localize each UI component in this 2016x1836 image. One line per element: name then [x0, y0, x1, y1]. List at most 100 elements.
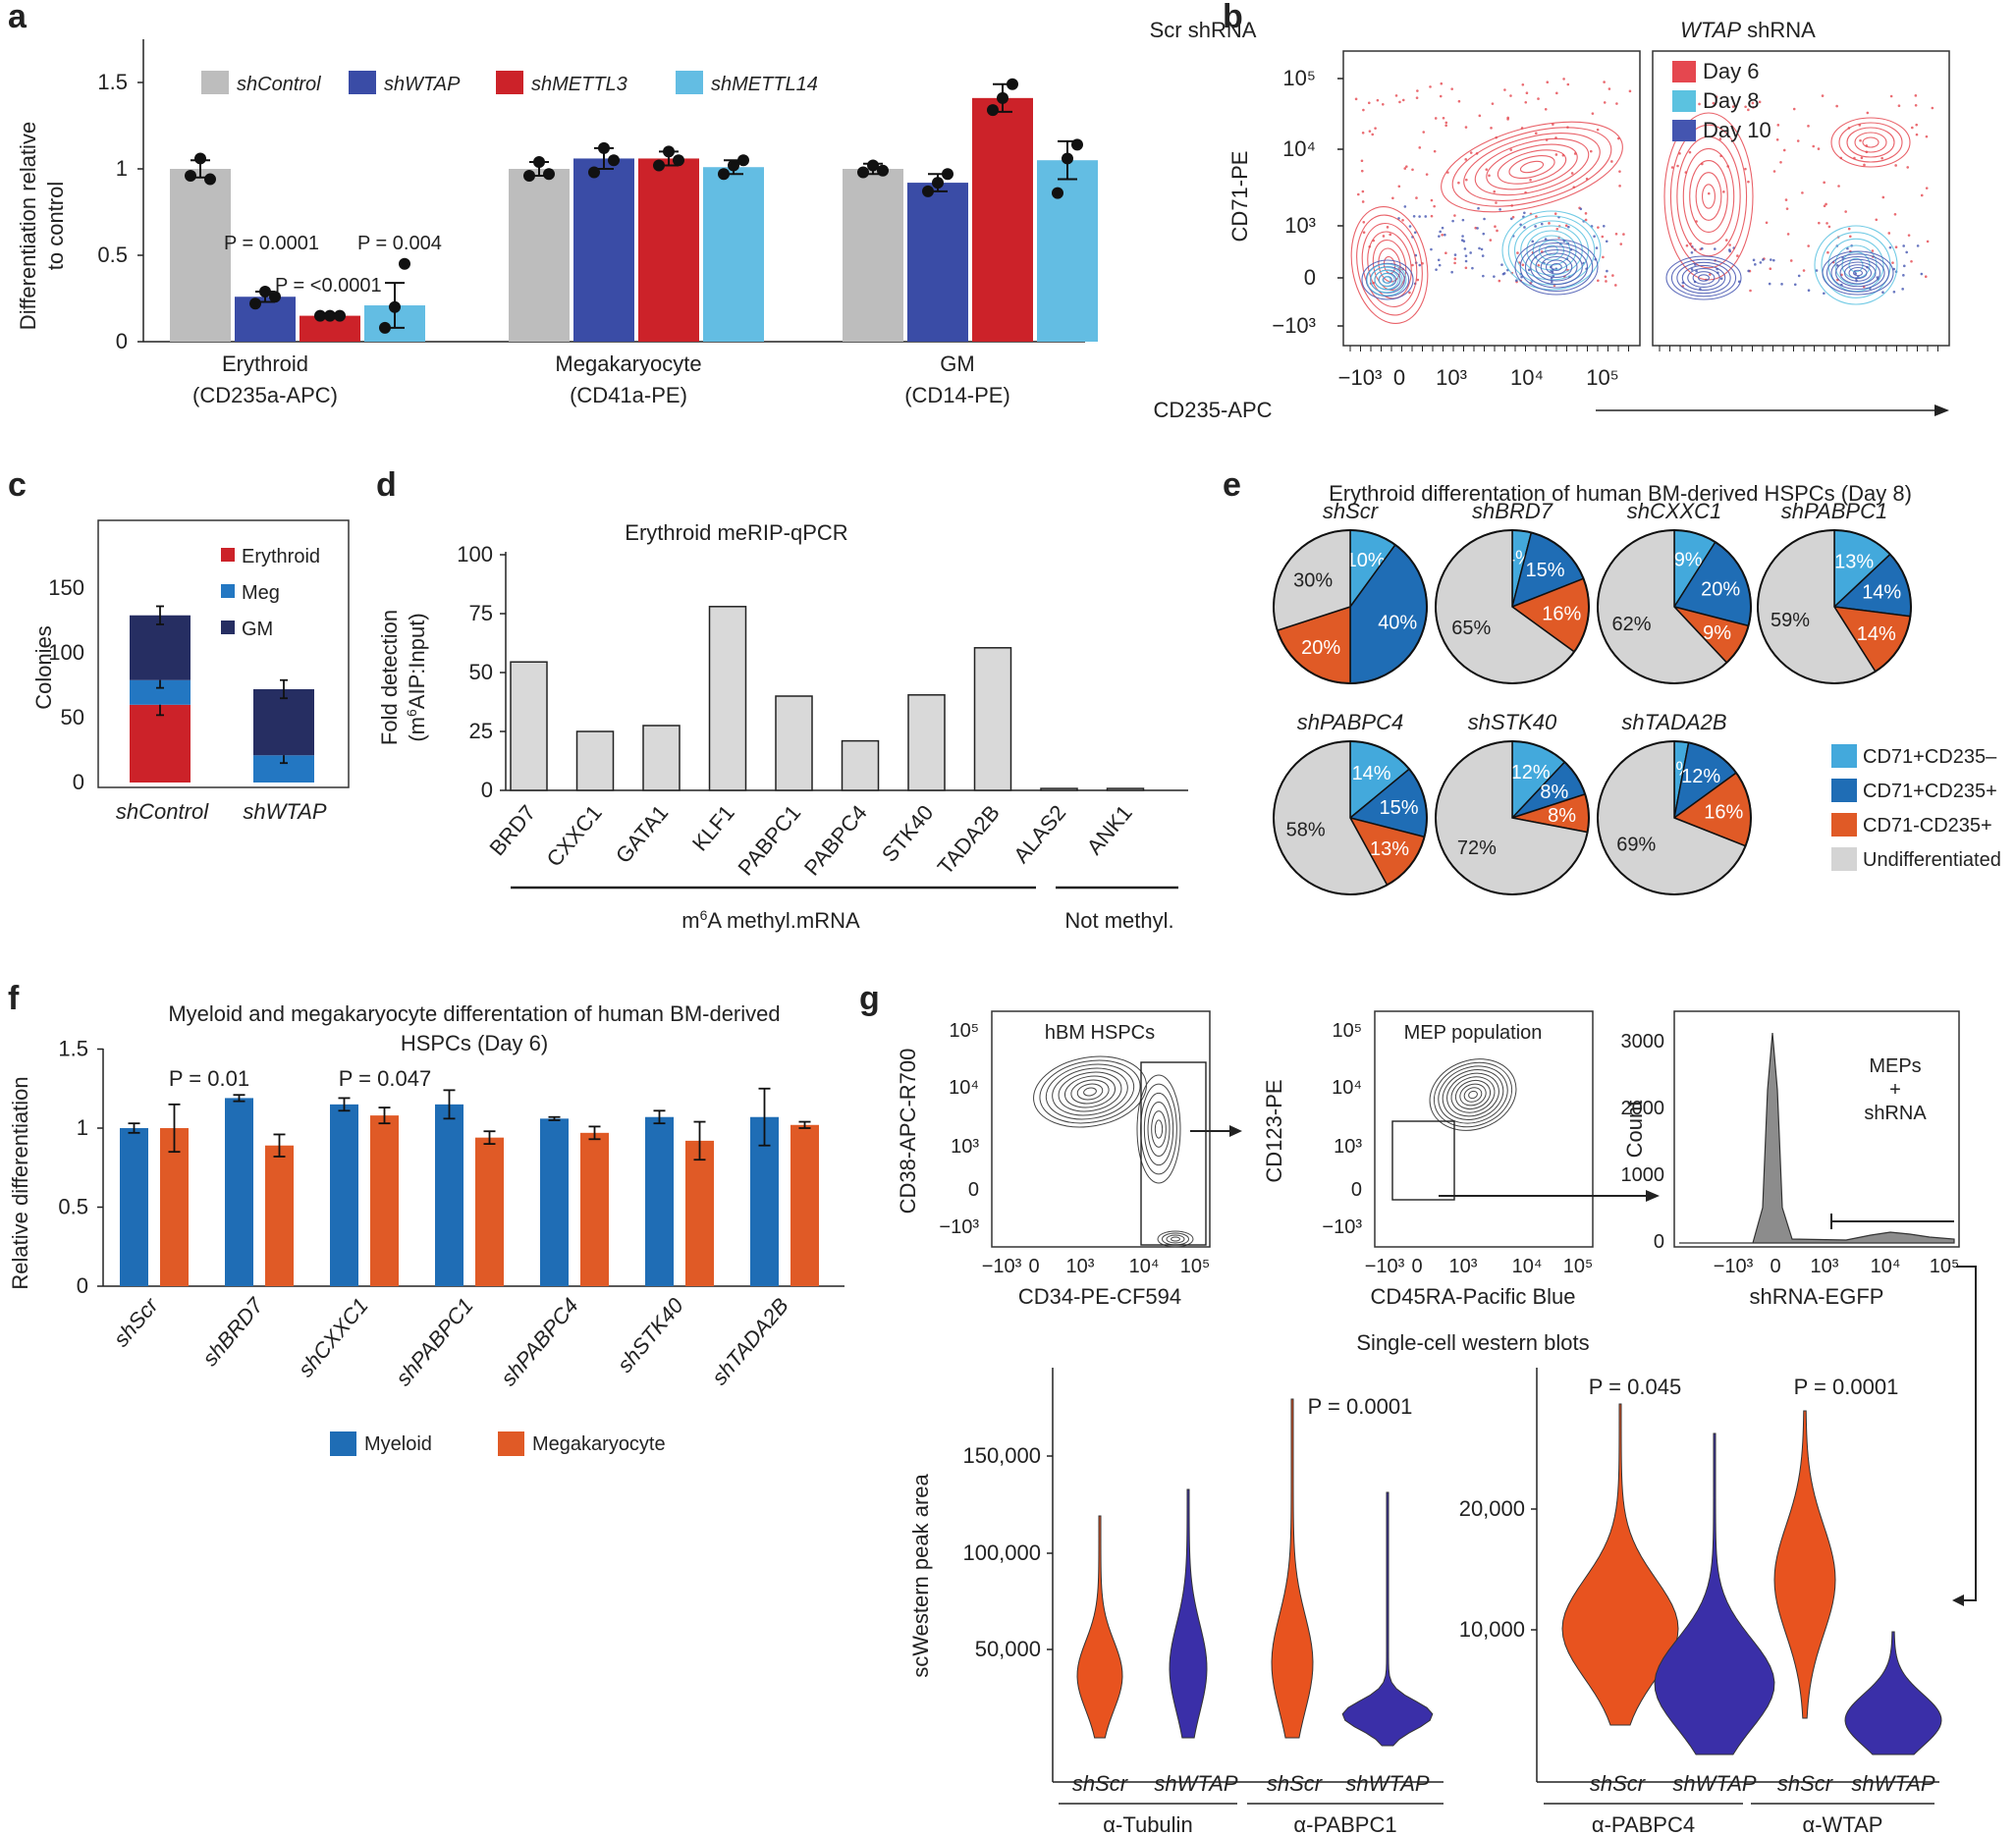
panel-b-contour: [1830, 255, 1885, 291]
panel-g-hist-xtick-label: 10⁵: [1930, 1256, 1960, 1277]
panel-b-event: [1408, 225, 1412, 228]
panel-b-event: [1546, 81, 1550, 84]
panel-f-ytick-label: 1: [77, 1115, 88, 1140]
panel-b-legend-swatch: [1672, 90, 1696, 112]
panel-a-bar: [638, 158, 699, 342]
panel-g-flow2-gate: [1391, 1120, 1455, 1201]
panel-g-sc-left-ytick-label: 50,000: [975, 1637, 1041, 1661]
panel-g-contour: [1463, 1087, 1483, 1103]
panel-b-event: [1880, 156, 1883, 160]
panel-g-violin-labels: shScr shWTAP shScr shWTAP shScr shWTAP shScr sh…: [1059, 1771, 1935, 1836]
panel-a-point: [737, 154, 749, 167]
panel-f-bar: [475, 1137, 504, 1286]
panel-e-pie-title: shSTK40: [1468, 710, 1557, 734]
panel-e-pie-label: 20%: [1701, 578, 1740, 600]
panel-c-ytick-label: 150: [48, 575, 84, 600]
panel-a-group-megakaryocyte-sub: (CD41a-PE): [570, 383, 687, 407]
panel-g-contour: [1171, 1236, 1180, 1242]
panel-b-event: [1544, 107, 1548, 111]
panel-b-event: [1398, 100, 1401, 104]
panel-b-event: [1924, 275, 1928, 279]
panel-b-event: [1548, 222, 1551, 225]
panel-g-flow2-frame: [1374, 1010, 1594, 1248]
panel-f-bar: [435, 1104, 463, 1286]
panel-b-event: [1564, 224, 1568, 228]
panel-b-event: [1453, 257, 1457, 260]
panel-b-event: [1411, 168, 1414, 172]
panel-b-event: [1450, 87, 1453, 90]
panel-f-legend-swatch: [498, 1431, 524, 1456]
panel-b-contour: [1825, 253, 1890, 293]
panel-a-ytick-label: 0: [116, 329, 128, 353]
panel-e-pie-title: shPABPC1: [1781, 499, 1887, 523]
panel-b-event: [1894, 164, 1897, 167]
panel-b-contour: [1530, 248, 1583, 286]
panel-b-event: [1897, 104, 1901, 108]
panel-b-event: [1597, 279, 1600, 283]
panel-a-point: [389, 300, 401, 313]
panel-b-event: [1823, 181, 1825, 185]
panel-c-legend-swatch: [221, 548, 235, 562]
panel-b-event: [1825, 202, 1827, 206]
panel-b-event: [1464, 158, 1468, 161]
panel-b-event: [1792, 107, 1796, 111]
panel-a-point: [922, 185, 934, 197]
panel-a-point: [185, 170, 196, 183]
panel-d-ylabel-pre: (m: [405, 717, 429, 742]
panel-f-xtick-label: shSTK40: [613, 1293, 689, 1377]
panel-g-antibody-label: α-Tubulin: [1103, 1812, 1192, 1836]
panel-b-event: [1498, 279, 1501, 283]
panel-b-event: [1768, 282, 1771, 286]
panel-b-event: [1422, 131, 1426, 134]
panel-b-event: [1450, 270, 1453, 274]
panel-e-pie-title: shPABPC4: [1297, 710, 1403, 734]
panel-b-event: [1493, 189, 1497, 193]
panel-b-contour: [1830, 117, 1911, 168]
panel-g-hist-ytick-label: 1000: [1621, 1164, 1665, 1186]
panel-b-xtick-label: −10³: [1338, 365, 1383, 390]
panel-f-xtick-label: shScr: [109, 1292, 164, 1351]
panel-d-xtick-label: BRD7: [484, 800, 540, 860]
panel-f-pvalue-brd7: P = 0.01: [169, 1066, 249, 1091]
panel-b-event: [1593, 235, 1596, 239]
panel-b-event: [1354, 97, 1358, 101]
panel-b-event: [1827, 225, 1831, 229]
panel-e-pie-title: shCXXC1: [1627, 499, 1722, 523]
panel-g-violin: [1773, 1410, 1836, 1719]
panel-e-pie-label: 65%: [1451, 618, 1491, 639]
panel-b-title-right-gene: WTAP: [1680, 18, 1741, 42]
panel-b-event: [1444, 233, 1446, 237]
panel-b-event: [1534, 225, 1537, 228]
panel-b-event: [1441, 226, 1444, 230]
panel-b-event: [1807, 244, 1810, 247]
panel-g-flow2-xtick-label: 10⁵: [1563, 1256, 1594, 1277]
panel-b-event: [1493, 275, 1496, 278]
panel-c-legend-label: Meg: [242, 582, 280, 604]
panel-b-event: [1444, 251, 1447, 254]
panel-b-event: [1676, 164, 1679, 168]
panel-g-flow1-xtick-label: 0: [1028, 1256, 1039, 1277]
panel-b-contour: [1676, 135, 1741, 257]
panel-a-legend-label: shMETTL3: [531, 74, 627, 95]
panel-b-contour: [1692, 271, 1716, 285]
panel-a-legend-swatch: [201, 71, 229, 94]
panel-b-event: [1812, 144, 1816, 148]
panel-f-bar: [790, 1124, 819, 1286]
panel-b-event: [1362, 108, 1365, 112]
panel-g-flow1-xtick-label: −10³: [982, 1256, 1022, 1277]
panel-a-bar: [509, 169, 570, 342]
panel-b-event: [1439, 230, 1442, 234]
panel-f-bar: [265, 1145, 294, 1286]
panel-a: a Differentiation relative to control 00…: [8, 0, 1098, 407]
panel-b-event: [1807, 125, 1810, 128]
panel-b-event: [1440, 81, 1444, 85]
panel-b-event: [1801, 191, 1804, 194]
panel-b-event: [1916, 244, 1920, 247]
panel-a-legend: shControl shWTAP shMETTL3 shMETTL14: [201, 71, 818, 95]
panel-b-event: [1584, 212, 1588, 215]
panel-e-pie-label: 13%: [1370, 838, 1409, 860]
panel-g-sc-right-ytick-label: 20,000: [1459, 1496, 1525, 1521]
panel-b-event: [1405, 165, 1408, 168]
panel-b-arrow-head: [1934, 405, 1949, 416]
panel-g-violin-label: shScr: [1072, 1771, 1129, 1796]
